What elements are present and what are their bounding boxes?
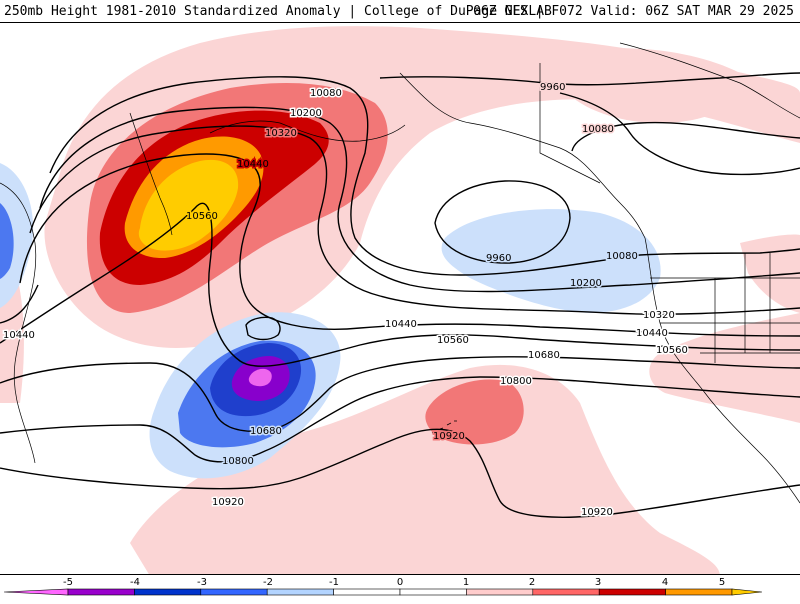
colorbar-swatch — [399, 588, 467, 596]
contour-9960-low — [434, 180, 571, 264]
negative-anomaly-1-west — [0, 163, 34, 308]
contour-10560 — [0, 202, 800, 367]
negative-anomaly-5-cutoff — [248, 368, 272, 387]
colorbar-swatch — [532, 588, 600, 596]
colorbar-swatches — [3, 588, 763, 596]
west-coast-us — [644, 237, 800, 504]
aleutian-chain — [209, 120, 406, 142]
contour-label: 10680 — [250, 426, 282, 437]
contour-label: 10920 — [433, 431, 465, 442]
colorbar-tick: 3 — [595, 577, 601, 588]
contour-label: 10200 — [290, 108, 322, 119]
contour-10440 — [19, 153, 800, 337]
anomaly-colorbar: -5 -4 -3 -2 -1 0 1 2 3 4 5 — [0, 575, 800, 600]
height-contours — [0, 72, 800, 518]
alaska-coastline — [399, 72, 646, 239]
contour-label: 10680 — [528, 350, 560, 361]
contour-10440-west — [0, 284, 39, 324]
positive-anomaly-2-south — [425, 379, 524, 445]
map-header: 250mb Height 1981-2010 Standardized Anom… — [0, 0, 800, 22]
colorbar-swatch — [3, 588, 69, 596]
colorbar-tick: -2 — [263, 577, 273, 588]
contour-label: 10920 — [581, 507, 613, 518]
colorbar-swatch — [731, 588, 763, 596]
contour-label: 10080 — [606, 251, 638, 262]
map-title: 250mb Height 1981-2010 Standardized Anom… — [4, 4, 552, 19]
contour-10080-ne — [559, 92, 800, 176]
contour-label: 10080 — [582, 124, 614, 135]
contour-label: 10560 — [186, 211, 218, 222]
ne-asia-coast — [619, 42, 800, 119]
colorbar-swatch — [333, 588, 401, 596]
model-valid-time: 06Z GFS | F072 Valid: 06Z SAT MAR 29 202… — [473, 4, 794, 19]
contour-10320 — [29, 125, 800, 315]
alaska-canada-border — [539, 63, 601, 184]
colorbar-swatch — [200, 588, 268, 596]
contour-label: 10200 — [570, 278, 602, 289]
anomaly-map: 10080 10200 10320 10440 10560 9960 10080… — [0, 22, 800, 575]
positive-anomaly-1-east — [649, 313, 800, 423]
colorbar-tick: 0 — [397, 577, 403, 588]
colorbar-swatch — [67, 588, 135, 596]
colorbar-swatch — [598, 588, 666, 596]
contour-label: 10920 — [212, 497, 244, 508]
negative-anomaly-1-ne-pacific — [441, 209, 661, 313]
colorbar-tick: 5 — [719, 577, 725, 588]
contour-label: 10080 — [310, 88, 342, 99]
contour-label: 10440 — [636, 328, 668, 339]
colorbar-tick: -4 — [130, 577, 140, 588]
positive-anomaly-1-se — [130, 365, 720, 574]
contour-label: 10800 — [500, 376, 532, 387]
asia-coast — [0, 182, 37, 464]
contour-10920-south — [0, 428, 800, 518]
contour-label: 10800 — [222, 456, 254, 467]
contour-9960-north — [379, 72, 800, 86]
contour-10080-north — [49, 76, 800, 276]
positive-anomaly-5-region — [138, 159, 239, 251]
contour-label: 9960 — [486, 253, 511, 264]
contour-label: 10440 — [385, 319, 417, 330]
contour-10080-ne2 — [571, 121, 800, 152]
colorbar-swatch — [665, 588, 733, 596]
cutoff-contour-small — [245, 316, 281, 341]
contour-label: 10560 — [437, 335, 469, 346]
colorbar-swatch — [134, 588, 202, 596]
colorbar-tick: -5 — [63, 577, 73, 588]
contour-10680 — [0, 356, 800, 433]
contour-10800 — [0, 376, 800, 463]
contour-label: 10320 — [265, 128, 297, 139]
colorbar-tick: -1 — [329, 577, 339, 588]
contour-label: 9960 — [540, 82, 565, 93]
contour-label: 10320 — [643, 310, 675, 321]
colorbar-swatch — [466, 588, 534, 596]
hawaii-islands — [431, 420, 457, 434]
contour-labels: 10080 10200 10320 10440 10560 9960 10080… — [2, 81, 690, 520]
colorbar-tick: 1 — [463, 577, 469, 588]
colorbar-swatch — [266, 588, 334, 596]
colorbar-tick: 4 — [662, 577, 668, 588]
contour-10200 — [39, 106, 800, 293]
contour-label: 10560 — [656, 345, 688, 356]
colorbar-tick: -3 — [197, 577, 207, 588]
positive-anomaly-1-ne — [560, 48, 746, 123]
contour-label: 10440 — [3, 330, 35, 341]
colorbar-tick: 2 — [529, 577, 535, 588]
contour-label: 10440 — [237, 159, 269, 170]
negative-anomaly-2-west — [0, 203, 14, 279]
colorbar-tick-labels: -5 -4 -3 -2 -1 0 1 2 3 4 5 — [63, 577, 725, 588]
